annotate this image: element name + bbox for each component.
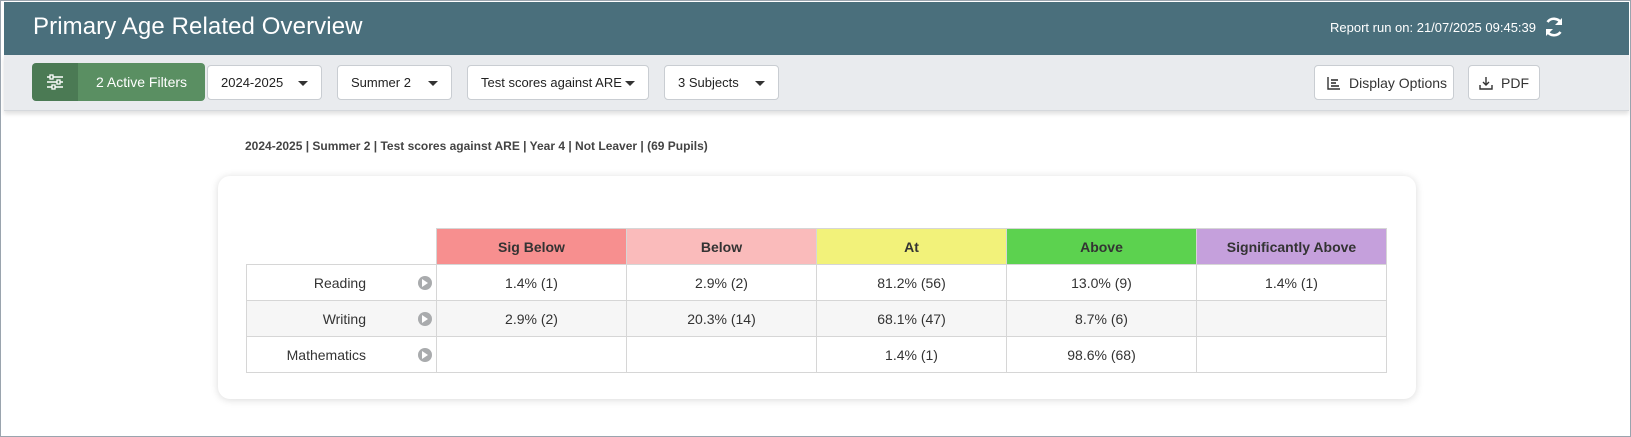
column-header-significantly-above: Significantly Above xyxy=(1196,228,1387,265)
table-cell: 8.7% (6) xyxy=(1006,300,1197,337)
table-cell: 81.2% (56) xyxy=(816,264,1007,301)
table-cell: 68.1% (47) xyxy=(816,300,1007,337)
subjects-select-value: 3 Subjects xyxy=(678,75,739,90)
table-cell: 2.9% (2) xyxy=(626,264,817,301)
row-label: Mathematics xyxy=(286,347,366,363)
table-cell xyxy=(1196,300,1387,337)
column-header-sig-below: Sig Below xyxy=(436,228,627,265)
table-cell xyxy=(436,336,627,373)
row-label-cell: Reading xyxy=(246,264,437,301)
term-select-value: Summer 2 xyxy=(351,75,411,90)
term-select[interactable]: Summer 2 xyxy=(337,65,452,100)
mode-select-value: Test scores against ARE xyxy=(481,75,622,90)
download-icon xyxy=(1479,76,1493,90)
pdf-label: PDF xyxy=(1501,74,1529,91)
subjects-select[interactable]: 3 Subjects xyxy=(664,65,779,100)
table-cell: 13.0% (9) xyxy=(1006,264,1197,301)
page-header: Primary Age Related Overview Report run … xyxy=(4,2,1629,55)
row-label-cell: Writing xyxy=(246,300,437,337)
chevron-down-icon xyxy=(428,81,438,86)
table-cell: 98.6% (68) xyxy=(1006,336,1197,373)
refresh-icon[interactable] xyxy=(1542,15,1566,39)
display-options-label: Display Options xyxy=(1349,74,1448,91)
arrow-right-circle-icon[interactable] xyxy=(418,348,432,362)
table-cell: 1.4% (1) xyxy=(436,264,627,301)
sliders-icon xyxy=(32,63,78,101)
pdf-button[interactable]: PDF xyxy=(1468,65,1540,100)
are-results-table: Sig Below Below At Above Significantly A… xyxy=(246,228,1387,373)
column-header-at: At xyxy=(816,228,1007,265)
arrow-right-circle-icon[interactable] xyxy=(418,312,432,326)
column-header-below: Below xyxy=(626,228,817,265)
table-cell xyxy=(626,336,817,373)
year-select-value: 2024-2025 xyxy=(221,75,284,90)
report-run-timestamp: Report run on: 21/07/2025 09:45:39 xyxy=(1330,20,1536,35)
mode-select[interactable]: Test scores against ARE xyxy=(467,65,649,100)
row-label: Writing xyxy=(322,311,366,327)
table-row: Mathematics 1.4% (1) 98.6% (68) xyxy=(246,336,1387,373)
table-cell: 1.4% (1) xyxy=(816,336,1007,373)
row-label: Reading xyxy=(313,275,366,291)
filter-summary: 2024-2025 | Summer 2 | Test scores again… xyxy=(245,139,708,153)
header-blank-cell xyxy=(247,229,437,265)
display-options-button[interactable]: Display Options xyxy=(1314,65,1454,100)
bar-chart-icon xyxy=(1327,76,1340,90)
chevron-down-icon xyxy=(625,81,635,86)
table-row: Reading 1.4% (1) 2.9% (2) 81.2% (56) 13.… xyxy=(246,264,1387,301)
row-label-cell: Mathematics xyxy=(246,336,437,373)
page-title: Primary Age Related Overview xyxy=(33,13,363,40)
chevron-down-icon xyxy=(298,81,308,86)
toolbar: 2 Active Filters 2024-2025 Summer 2 Test… xyxy=(4,55,1629,111)
arrow-right-circle-icon[interactable] xyxy=(418,276,432,290)
active-filters-button[interactable]: 2 Active Filters xyxy=(32,63,205,101)
active-filters-label: 2 Active Filters xyxy=(78,63,205,101)
column-header-above: Above xyxy=(1006,228,1197,265)
chevron-down-icon xyxy=(755,81,765,86)
table-cell: 2.9% (2) xyxy=(436,300,627,337)
table-cell: 1.4% (1) xyxy=(1196,264,1387,301)
table-cell: 20.3% (14) xyxy=(626,300,817,337)
table-row: Writing 2.9% (2) 20.3% (14) 68.1% (47) 8… xyxy=(246,300,1387,337)
table-cell xyxy=(1196,336,1387,373)
table-header-row: Sig Below Below At Above Significantly A… xyxy=(247,228,1387,265)
year-select[interactable]: 2024-2025 xyxy=(207,65,322,100)
